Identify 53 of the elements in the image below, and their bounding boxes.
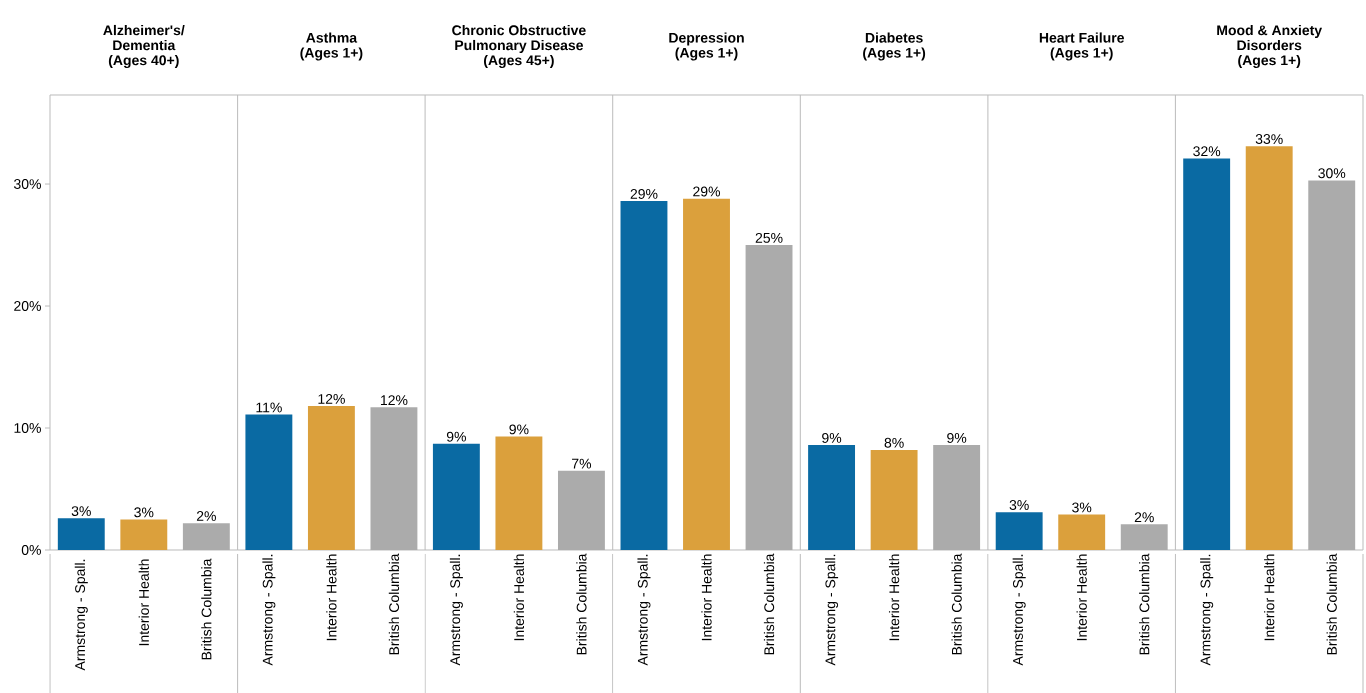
x-tick-label: British Columbia [1139,553,1150,655]
data-label: 9% [509,424,529,435]
x-tick-label: Armstrong - Spall. [825,554,839,666]
x-tick-label: Armstrong - Spall. [1012,554,1026,666]
data-label: 9% [822,432,842,443]
x-tick-label: British Columbia [763,553,775,655]
chart-title: Alzheimer's/ Dementia (Ages 40+) [103,24,185,69]
data-label: 11% [256,402,282,413]
x-tick-label: Armstrong - Spall. [637,554,651,666]
chart-title: Depression (Ages 1+) [669,32,744,61]
data-label: 7% [572,458,592,469]
x-tick-label: Armstrong - Spall. [1200,554,1214,666]
chart-title: Mood & Anxiety Disorders (Ages 1+) [1217,24,1323,69]
y-tick-label: 20% [14,301,41,311]
chart-title: Asthma (Ages 1+) [300,32,363,61]
x-tick-label: Interior Health [701,554,712,641]
x-tick-label: Interior Health [138,559,149,646]
data-label: 33% [1255,134,1283,145]
data-label: 25% [755,232,783,243]
data-label: 12% [318,393,345,404]
y-tick-label: 10% [14,423,41,433]
data-label: 2% [196,511,216,521]
chart-title: Diabetes (Ages 1+) [863,32,926,61]
data-label: 9% [947,432,967,443]
x-tick-label: British Columbia [388,553,400,655]
x-tick-label: Interior Health [326,554,337,641]
x-tick-label: Armstrong - Spall. [262,554,276,666]
x-tick-label: British Columbia [576,553,587,655]
x-tick-label: Interior Health [1264,554,1275,641]
data-label: 32% [1193,146,1221,157]
chart-title: Heart Failure (Ages 1+) [1039,32,1124,61]
data-label: 3% [71,506,91,517]
data-label: 12% [381,395,408,406]
y-tick-label: 30% [13,179,41,189]
chart-title: Chronic Obstructive Pulmonary Disease (Ages 45+) [452,24,586,69]
data-label: 8% [884,437,904,448]
x-tick-label: Interior Health [1076,554,1087,641]
x-tick-label: British Columbia [1326,553,1337,655]
y-tick-label: 0% [21,545,41,555]
x-tick-label: Interior Health [513,554,525,641]
x-tick-label: Armstrong - Spall. [449,554,463,666]
data-label: 2% [1134,512,1154,523]
x-tick-label: British Columbia [951,553,962,655]
x-tick-label: British Columbia [201,558,212,660]
data-label: 29% [630,188,658,199]
x-tick-label: Armstrong - Spall. [74,559,88,671]
data-label: 9% [446,431,466,442]
data-label: 3% [134,507,154,518]
data-label: 29% [693,186,721,197]
data-label: 30% [1318,168,1346,179]
x-tick-label: Interior Health [888,554,900,641]
data-label: 3% [1072,502,1092,513]
data-label: 3% [1009,500,1029,510]
